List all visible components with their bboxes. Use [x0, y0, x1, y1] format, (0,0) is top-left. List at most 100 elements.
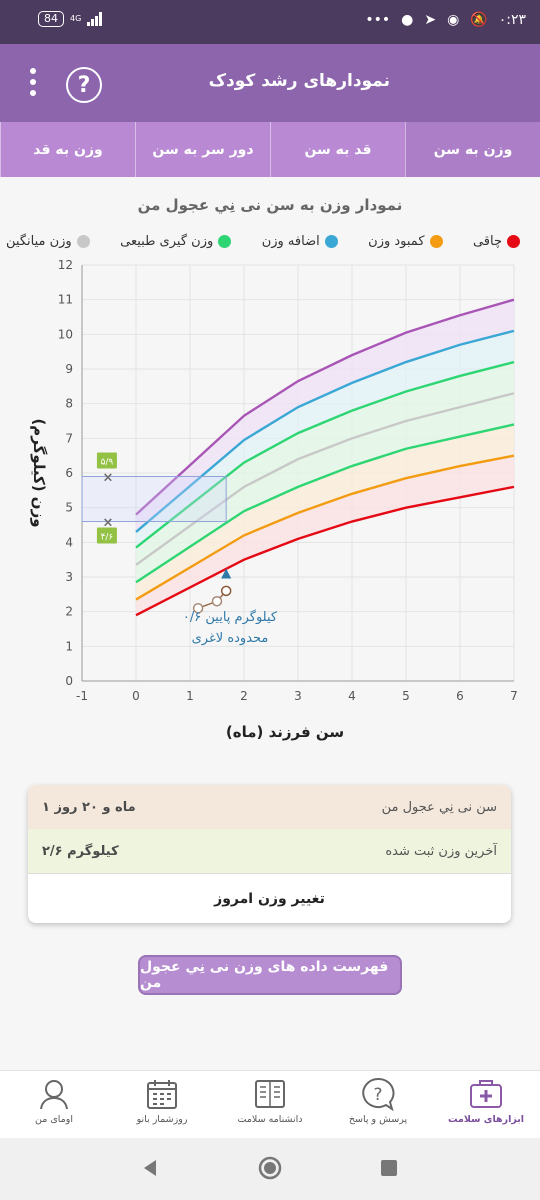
x-tick-label: 7 [510, 689, 518, 703]
band-area [136, 362, 514, 565]
age-label: سن نی نِي عجول من [381, 799, 497, 815]
chat-icon: ◉ [447, 12, 460, 28]
nav-label: روزشمار بانو [136, 1114, 188, 1125]
legend-item-average[interactable]: وزن میانگین [6, 234, 90, 249]
range-marker-x: × [102, 516, 113, 531]
nav-my-profile[interactable]: اومای من [0, 1071, 108, 1139]
nav-label: اومای من [35, 1114, 73, 1125]
range-highlight [81, 475, 227, 523]
info-card: ۱ ماه و ۲۰ روز سن نی نِي عجول من ۲/۶ کیل… [28, 785, 511, 923]
weight-label: آخرین وزن ثبت شده [385, 843, 497, 859]
battery-indicator: 84 [38, 11, 64, 27]
app-notification-icon: ● [401, 12, 414, 28]
legend-dot-average [76, 235, 90, 248]
legend-item-normal[interactable]: وزن گیری طبیعی [120, 234, 232, 249]
weight-list-button[interactable]: فهرست داده های وزن نی نِي عجول من [138, 955, 402, 995]
series-line [135, 454, 515, 601]
legend-dot-obese [506, 235, 520, 248]
app-header: ? نمودارهای رشد کودک [0, 44, 540, 122]
legend-label: کمبود وزن [368, 234, 425, 249]
tab-head-circumference[interactable]: دور سر به سن [135, 122, 270, 177]
legend-item-underweight[interactable]: کمبود وزن [368, 234, 443, 249]
medical-kit-icon [470, 1080, 502, 1108]
calendar-icon [147, 1080, 177, 1109]
child-weight-point [220, 585, 232, 597]
y-tick-label: 11 [58, 293, 73, 307]
status-right: ••• ● ➤ ◉ 🔕 ۰:۲۳ [365, 12, 526, 28]
band-area [136, 424, 514, 600]
signal-icon [87, 12, 103, 26]
legend-label: اضافه وزن [261, 234, 320, 249]
series-line [135, 423, 515, 584]
nav-encyclopedia[interactable]: دانشنامه سلامت [216, 1071, 324, 1139]
y-tick-label: 0 [65, 674, 73, 688]
x-tick-label: 2 [240, 689, 248, 703]
chart-title: نمودار وزن به سن نی نِي عجول من [137, 196, 403, 214]
range-badge [96, 452, 117, 469]
range-boundary-marker [221, 568, 232, 579]
status-left: 84 4G [38, 11, 103, 27]
band-area [136, 455, 514, 616]
band-area [136, 393, 514, 583]
y-tick-label: 1 [65, 639, 73, 653]
page-title: نمودارهای رشد کودک [208, 71, 390, 91]
age-value: ۱ ماه و ۲۰ روز [42, 799, 136, 815]
series-line [135, 392, 515, 566]
menu-dots-icon: ••• [365, 12, 391, 28]
help-circle-icon[interactable]: ? [66, 67, 102, 103]
legend-label: وزن میانگین [6, 234, 72, 249]
legend-item-obese[interactable]: چاقی [473, 234, 520, 249]
chart-annotation: ۰/۶ کیلوگرم پایین [183, 609, 278, 625]
y-tick-label: 4 [65, 535, 73, 549]
series-line [135, 298, 515, 516]
range-badge-label: ۵/۹ [101, 457, 114, 467]
legend-label: وزن گیری طبیعی [120, 234, 214, 249]
nav-label: دانشنامه سلامت [237, 1114, 303, 1125]
age-row: ۱ ماه و ۲۰ روز سن نی نِي عجول من [28, 785, 511, 829]
y-tick-label: 10 [58, 327, 73, 341]
question-bubble-icon: ? [362, 1077, 395, 1111]
range-marker-x: × [102, 470, 113, 485]
mute-icon: 🔕 [470, 12, 488, 28]
child-weight-point [211, 596, 223, 607]
legend-dot-underweight [429, 235, 443, 248]
more-vertical-icon[interactable] [28, 68, 38, 100]
svg-text:?: ? [373, 1085, 382, 1105]
change-weight-button[interactable]: تغییر وزن امروز [28, 873, 511, 923]
tab-weight-for-age[interactable]: وزن به سن [405, 122, 540, 177]
nav-qa[interactable]: ? پرسش و پاسخ [324, 1071, 432, 1139]
y-tick-label: 12 [58, 258, 73, 272]
chart-annotation: محدوده لاغری [192, 631, 269, 646]
y-tick-label: 5 [65, 501, 73, 515]
legend-dot-overweight [324, 235, 338, 248]
y-tick-label: 3 [65, 570, 73, 584]
network-type: 4G [70, 14, 82, 23]
y-tick-label: 9 [65, 362, 73, 376]
nav-calendar[interactable]: روزشمار بانو [108, 1071, 216, 1139]
user-icon [40, 1080, 68, 1110]
tab-bar: وزن به سن قد به سن دور سر به سن وزن به ق… [0, 122, 540, 177]
legend-dot-normal [218, 235, 232, 248]
x-tick-label: -1 [76, 689, 88, 703]
tab-weight-for-height[interactable]: وزن به قد [0, 122, 135, 177]
x-tick-label: 4 [348, 689, 356, 703]
tab-height-for-age[interactable]: قد به سن [270, 122, 405, 177]
band-area [136, 330, 514, 548]
status-time: ۰:۲۳ [498, 12, 526, 28]
range-badge [96, 527, 117, 544]
nav-label: پرسش و پاسخ [348, 1114, 408, 1125]
status-bar: 84 4G ••• ● ➤ ◉ 🔕 ۰:۲۳ [0, 0, 540, 44]
nav-health-tools[interactable]: ابزارهای سلامت [432, 1071, 540, 1139]
back-icon[interactable] [140, 1158, 160, 1178]
home-icon[interactable] [257, 1155, 283, 1181]
legend-item-overweight[interactable]: اضافه وزن [262, 234, 338, 249]
chart-legend: چاقی کمبود وزن اضافه وزن وزن گیری طبیعی … [6, 234, 520, 249]
series-line [135, 329, 515, 533]
recents-icon[interactable] [380, 1159, 398, 1177]
y-tick-label: 8 [65, 397, 73, 411]
x-tick-label: 0 [132, 689, 140, 703]
child-weight-point [192, 602, 204, 614]
series-line [135, 360, 515, 549]
x-tick-label: 1 [186, 689, 194, 703]
